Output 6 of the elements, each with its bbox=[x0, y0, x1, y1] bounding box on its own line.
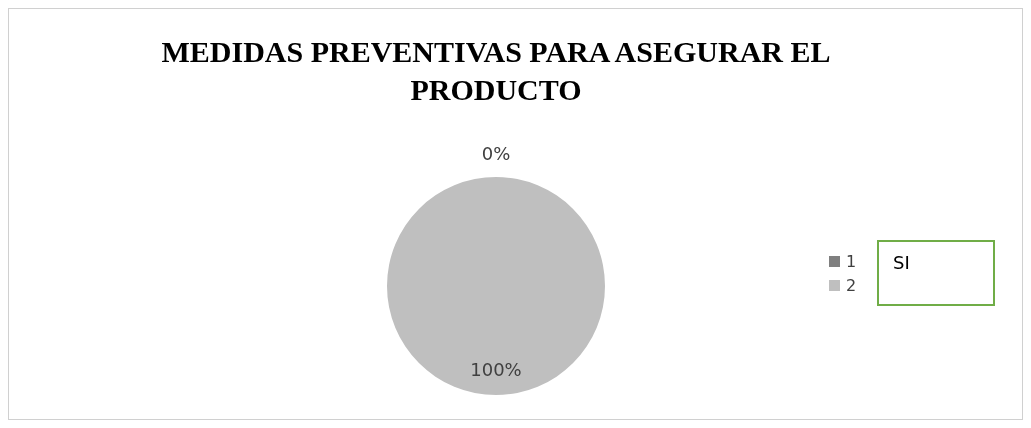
legend-label: 2 bbox=[846, 275, 857, 295]
data-label: 100% bbox=[470, 358, 522, 380]
text: 0% bbox=[481, 142, 511, 164]
legend-label: 1 bbox=[846, 251, 857, 271]
text-box: SI bbox=[877, 240, 995, 306]
chart-title: MEDIDAS PREVENTIVAS PARA ASEGURAR EL PRODUCTO bbox=[160, 34, 832, 108]
